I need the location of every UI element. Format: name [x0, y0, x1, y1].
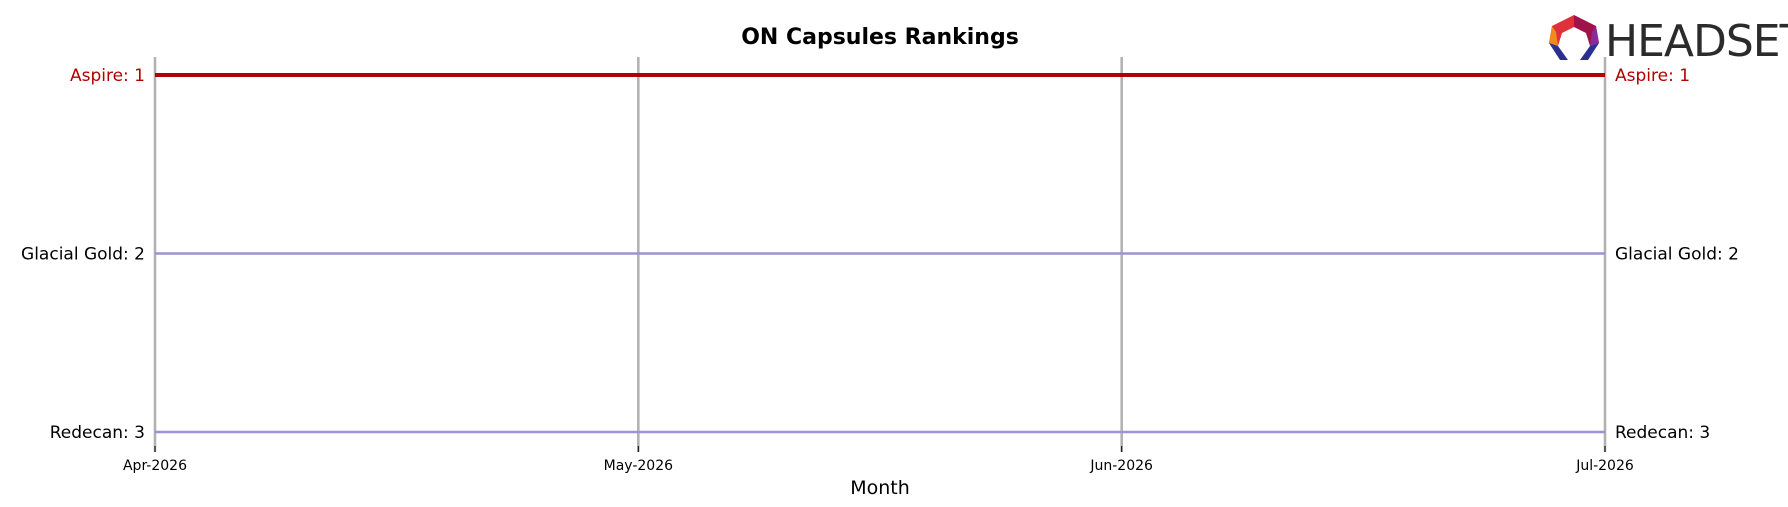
right-rank-labels: Aspire: 1 Glacial Gold: 2 Redecan: 3 [1615, 66, 1739, 443]
chart-title: ON Capsules Rankings [741, 25, 1019, 50]
right-rank-label: Aspire: 1 [1615, 66, 1690, 86]
x-tick-label: Apr-2026 [123, 458, 187, 474]
headset-logo-icon [1549, 15, 1599, 60]
left-rank-label: Redecan: 3 [50, 423, 145, 443]
x-tick-label: Jul-2026 [1575, 458, 1634, 474]
logo-text: HEADSET [1605, 16, 1788, 67]
x-tick-labels: Apr-2026 May-2026 Jun-2026 Jul-2026 [123, 458, 1634, 474]
headset-logo: HEADSET [1549, 15, 1788, 67]
x-tick-label: Jun-2026 [1089, 458, 1153, 474]
x-tick-label: May-2026 [604, 458, 673, 474]
x-axis-label: Month [850, 477, 910, 499]
left-rank-label: Aspire: 1 [70, 66, 145, 86]
left-rank-labels: Aspire: 1 Glacial Gold: 2 Redecan: 3 [21, 66, 145, 443]
right-rank-label: Glacial Gold: 2 [1615, 245, 1739, 265]
series-lines [155, 73, 1605, 434]
left-rank-label: Glacial Gold: 2 [21, 245, 145, 265]
right-rank-label: Redecan: 3 [1615, 423, 1710, 443]
